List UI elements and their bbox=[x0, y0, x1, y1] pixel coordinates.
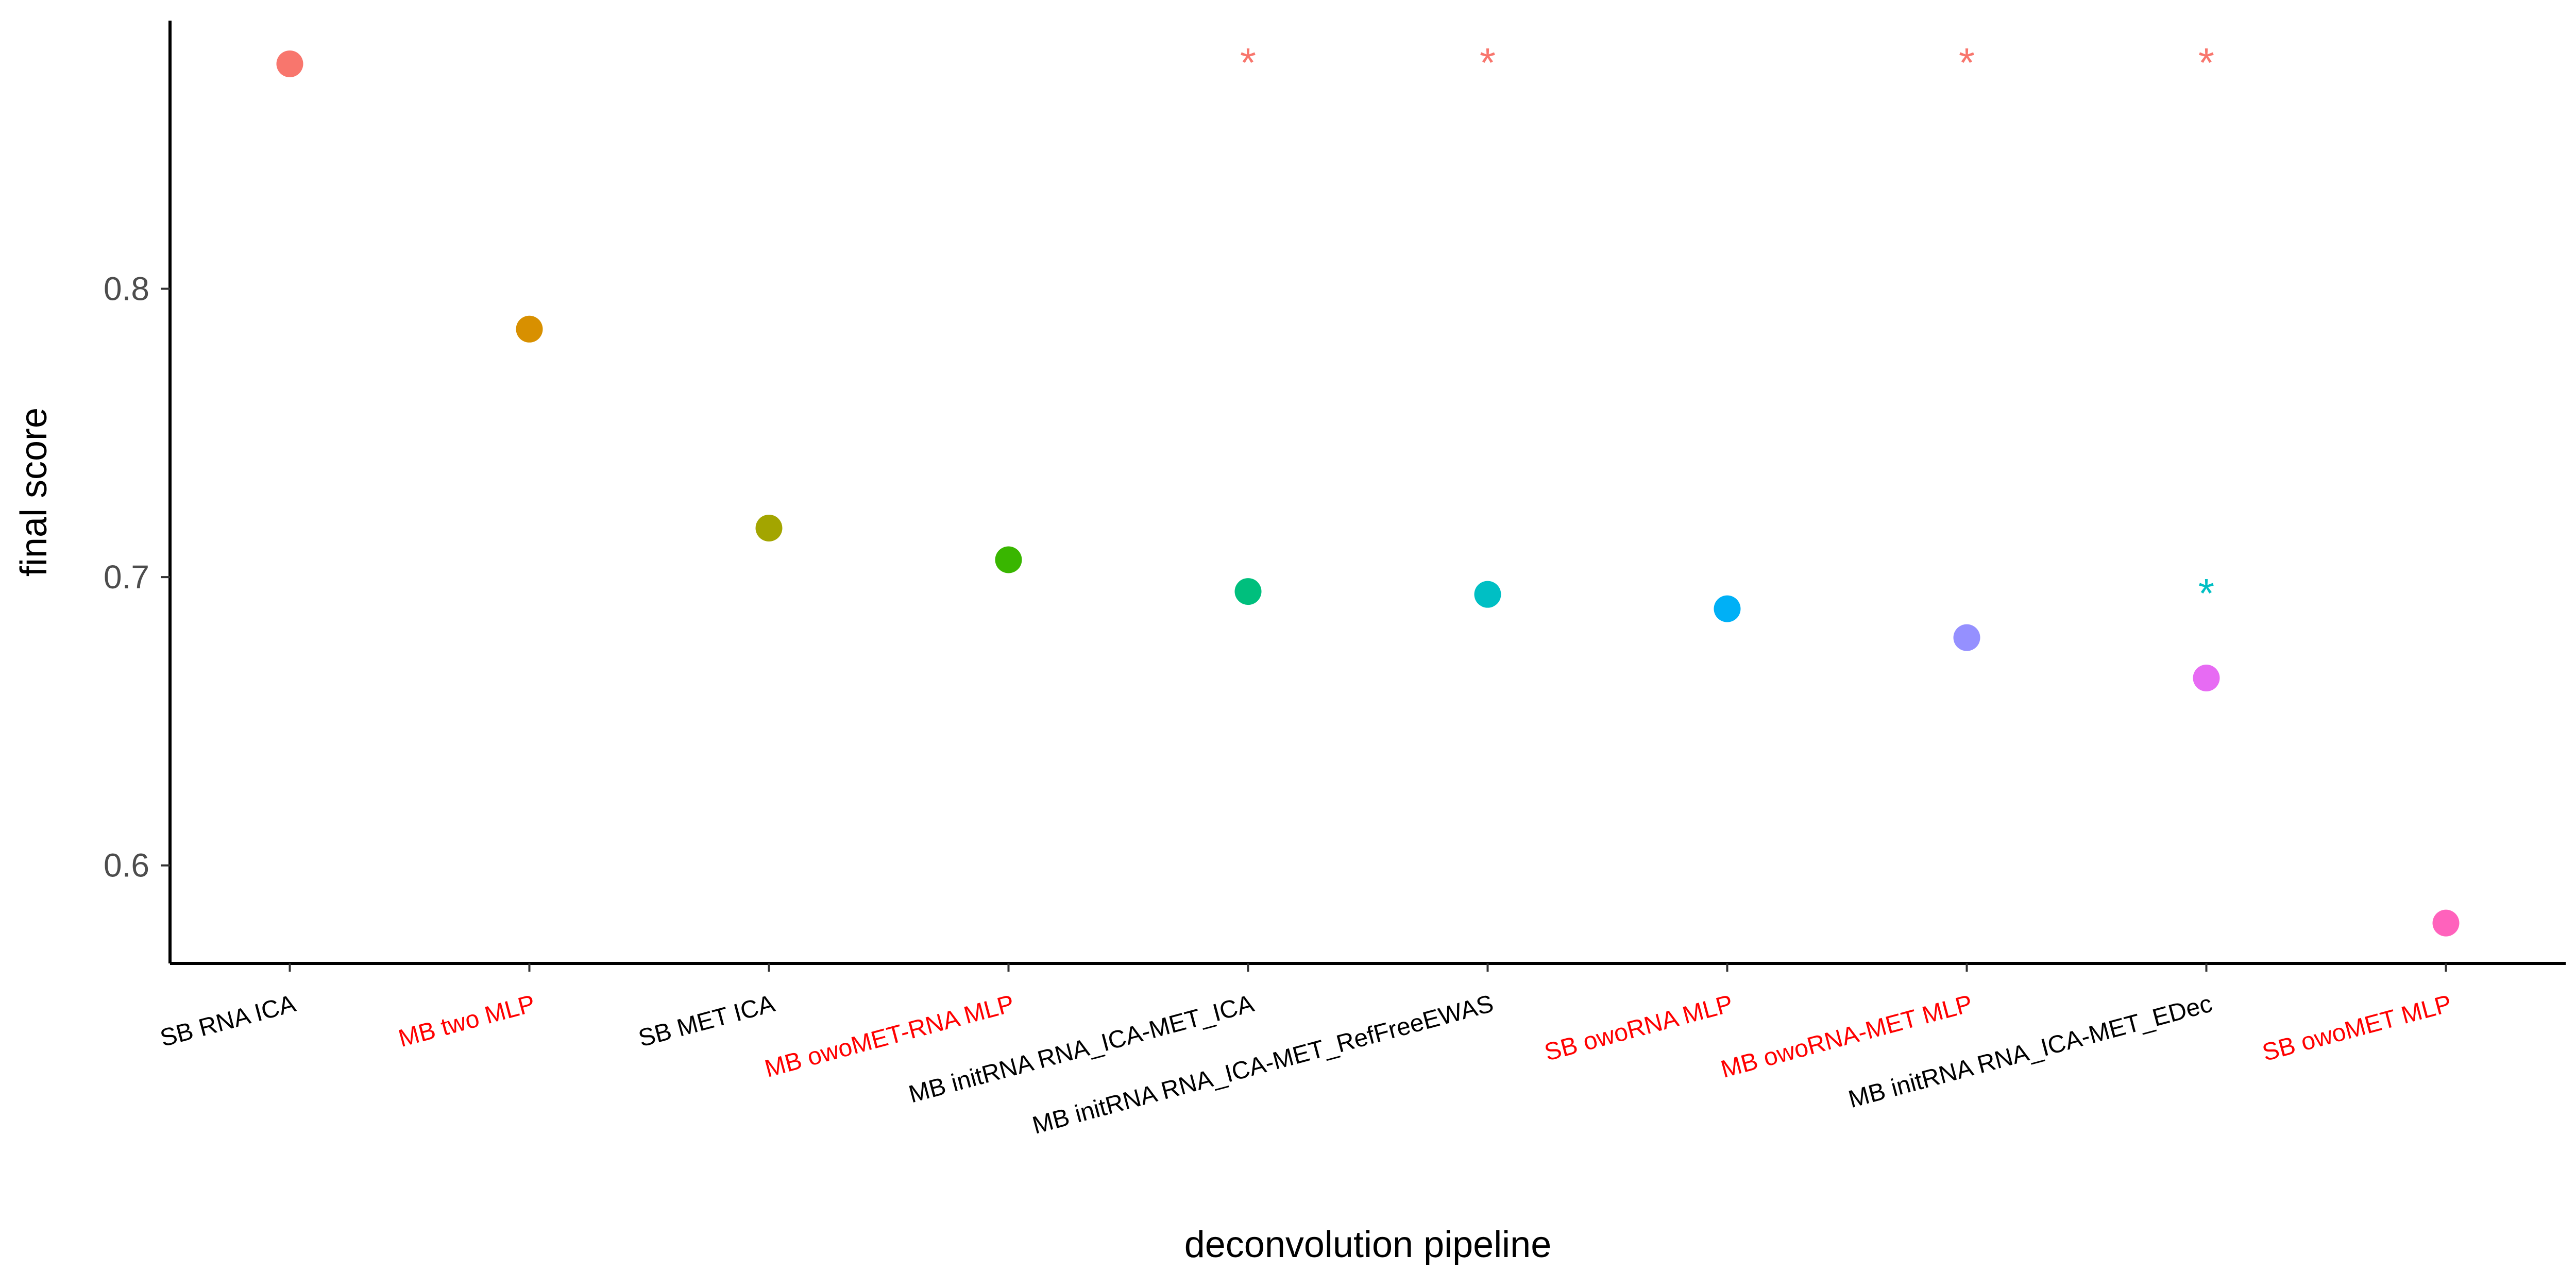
significance-star: * bbox=[2198, 570, 2214, 616]
x-tick-label: MB initRNA RNA_ICA-MET_RefFreeEWAS bbox=[1029, 990, 1496, 1139]
significance-star: * bbox=[1959, 40, 1975, 86]
x-tick-label: SB owoMET MLP bbox=[2260, 990, 2455, 1066]
data-point bbox=[276, 50, 303, 77]
data-point bbox=[2193, 664, 2220, 691]
y-tick-label: 0.7 bbox=[104, 558, 149, 596]
data-point bbox=[1953, 624, 1980, 651]
data-point bbox=[1234, 578, 1262, 605]
y-tick-label: 0.8 bbox=[104, 270, 149, 307]
data-points bbox=[276, 50, 2460, 937]
data-point bbox=[2432, 909, 2460, 937]
data-point bbox=[755, 514, 783, 541]
x-tick-label: MB two MLP bbox=[396, 990, 538, 1053]
data-point bbox=[995, 546, 1022, 573]
data-point bbox=[1474, 581, 1501, 608]
y-tick-label: 0.6 bbox=[104, 847, 149, 884]
significance-star: * bbox=[1480, 40, 1496, 86]
significance-annotations: * * * * * bbox=[1240, 40, 2214, 616]
x-tick-label: SB owoRNA MLP bbox=[1541, 990, 1736, 1066]
x-tick-label: SB RNA ICA bbox=[157, 990, 298, 1052]
data-point bbox=[516, 315, 543, 343]
x-tick-label: SB MET ICA bbox=[636, 990, 778, 1052]
y-axis-ticks: 0.6 0.7 0.8 bbox=[104, 270, 170, 884]
x-axis-title: deconvolution pipeline bbox=[1184, 1224, 1552, 1265]
y-axis-title: final score bbox=[13, 408, 55, 577]
significance-star: * bbox=[1240, 40, 1256, 86]
data-point bbox=[1714, 595, 1741, 622]
significance-star: * bbox=[2198, 40, 2214, 86]
